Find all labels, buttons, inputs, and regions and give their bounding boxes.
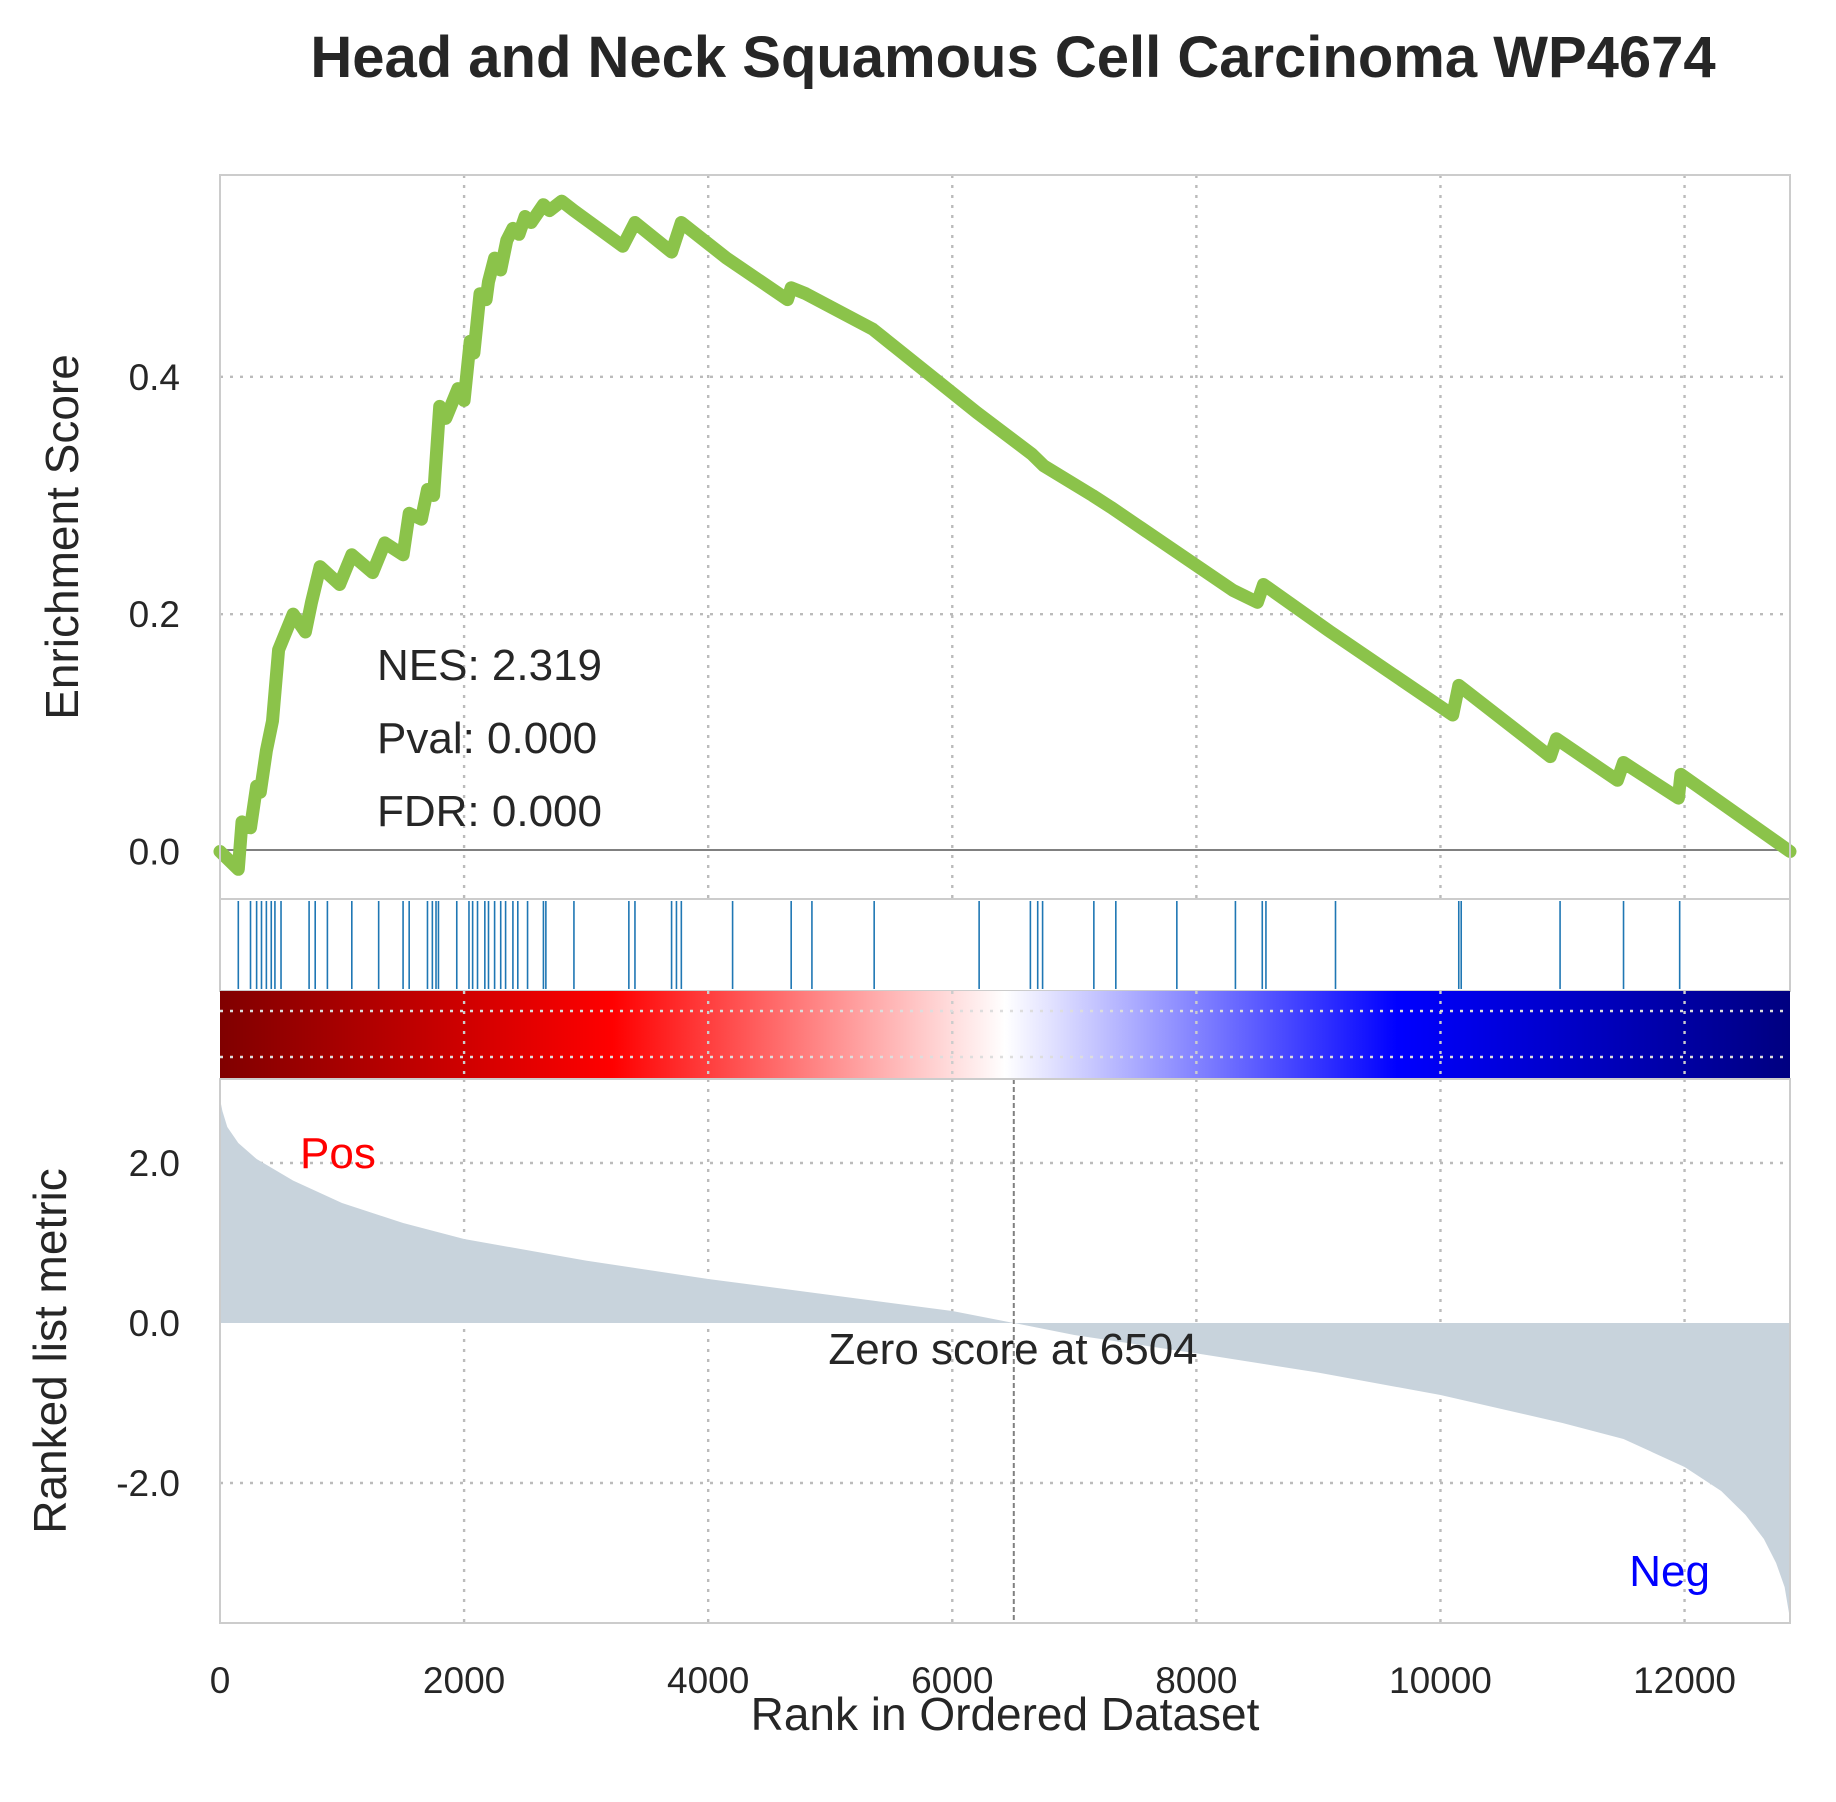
x-tick-label: 8000 [1155, 1660, 1237, 1701]
heatmap-grid [220, 991, 1790, 1079]
hits-frame [219, 898, 1791, 992]
x-tick-label: 12000 [1633, 1660, 1736, 1701]
rank-heatmap [220, 991, 1790, 1079]
hits-group [237, 901, 1681, 989]
ranked-metric-y-label: Ranked list metric [24, 1168, 76, 1534]
x-tick-label: 4000 [667, 1660, 749, 1701]
rm-y-tick-label: -2.0 [116, 1463, 180, 1504]
enrichment-line-group [213, 194, 1797, 876]
nes-annotation: NES: 2.319 [377, 641, 602, 690]
es-y-tick-label: 0.0 [129, 832, 180, 873]
x-tick-label: 6000 [911, 1660, 993, 1701]
es-y-tick-label: 0.2 [129, 594, 180, 635]
heatmap-panel [220, 991, 1790, 1079]
pval-annotation: Pval: 0.000 [377, 714, 597, 763]
x-tick-label: 2000 [423, 1660, 505, 1701]
enrichment-score-line [213, 194, 1797, 876]
fdr-annotation: FDR: 0.000 [377, 787, 602, 836]
x-axis-label: Rank in Ordered Dataset [751, 1688, 1260, 1740]
x-tick-label: 10000 [1389, 1660, 1492, 1701]
ranked-metric-area [220, 1099, 1790, 1619]
enrichment-panel: NES: 2.319 Pval: 0.000 FDR: 0.000 0.0 0.2… [36, 174, 1797, 900]
hits-panel [219, 898, 1791, 992]
enrichment-grid [220, 175, 1790, 899]
x-tick-label: 0 [210, 1660, 231, 1701]
rm-y-tick-label: 0.0 [129, 1303, 180, 1344]
rm-y-tick-label: 2.0 [129, 1143, 180, 1184]
ranked-metric-panel: Zero score at 6504 Pos Neg 2.0 0.0 -2.0 Ra… [24, 1078, 1791, 1624]
chart-title: Head and Neck Squamous Cell Carcinoma WP… [310, 25, 1715, 90]
ranked-metric-y-ticks: 2.0 0.0 -2.0 [116, 1143, 180, 1504]
x-axis-ticks: 0 2000 4000 6000 8000 10000 12000 [210, 1660, 1736, 1701]
ranked-metric-frame [219, 1078, 1791, 1624]
zero-score-label: Zero score at 6504 [828, 1325, 1197, 1374]
enrichment-y-label: Enrichment Score [36, 354, 88, 720]
enrichment-y-ticks: 0.0 0.2 0.4 [129, 357, 180, 873]
pos-label: Pos [300, 1129, 376, 1178]
es-y-tick-label: 0.4 [129, 357, 180, 398]
neg-label: Neg [1629, 1547, 1710, 1596]
